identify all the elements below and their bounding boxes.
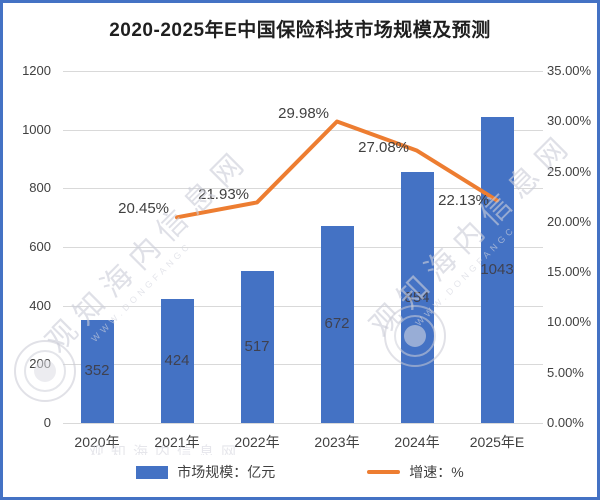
bar-value-label: 517 <box>244 338 270 356</box>
bar <box>160 298 194 423</box>
bar-value-label: 854 <box>404 288 430 306</box>
growth-rate-label: 21.93% <box>198 186 249 204</box>
x-axis-tick-label: 2022年 <box>234 434 280 450</box>
bar-swatch-icon <box>136 465 169 479</box>
y-axis-right-tick-label: 15.00% <box>547 264 592 280</box>
grid-line <box>63 305 543 307</box>
y-axis-right-tick-label: 5.00% <box>547 364 584 380</box>
grid-line <box>63 188 543 190</box>
growth-rate-label: 29.98% <box>278 105 329 123</box>
bar-value-label: 672 <box>324 315 350 333</box>
grid-line <box>63 129 543 131</box>
legend-market-label: 市场规模：亿元 <box>177 464 276 480</box>
y-axis-left-tick-label: 400 <box>29 297 51 313</box>
y-axis-left-tick-label: 1200 <box>22 63 51 78</box>
y-axis-right-tick-label: 30.00% <box>547 113 592 129</box>
y-axis-right-tick-label: 20.00% <box>547 213 592 229</box>
bar-value-label: 1043 <box>480 261 514 279</box>
y-axis-right-tick-label: 25.00% <box>547 163 592 179</box>
grid-line <box>63 71 543 72</box>
grid-line <box>63 423 543 424</box>
y-axis-left-tick-label: 0 <box>43 415 51 430</box>
line-swatch-icon <box>367 470 401 474</box>
grid-line <box>63 247 543 248</box>
y-axis-left-tick-label: 800 <box>29 180 51 196</box>
legend-item-market: 市场规模：亿元 <box>136 462 275 482</box>
bar <box>320 225 354 423</box>
y-axis-right-tick-label: 0.00% <box>547 415 584 430</box>
bar-value-label: 424 <box>164 351 190 369</box>
legend-growth-label: 增速：% <box>409 464 464 480</box>
y-axis-right-tick-label: 35.00% <box>547 63 592 78</box>
legend-item-growth: 增速：% <box>367 462 464 482</box>
growth-rate-label: 20.45% <box>118 200 169 218</box>
bar-value-label: 352 <box>84 362 110 380</box>
grid-line <box>63 364 543 366</box>
y-axis-right-tick-label: 10.00% <box>547 314 592 330</box>
x-axis-tick-label: 2020年 <box>74 434 120 450</box>
x-axis-tick-label: 2025年E <box>469 434 525 450</box>
growth-rate-label: 27.08% <box>358 138 409 156</box>
y-axis-left-tick-label: 1000 <box>22 121 51 137</box>
y-axis-left-tick-label: 600 <box>29 239 51 254</box>
x-axis-tick-label: 2023年 <box>314 434 360 450</box>
bar <box>80 319 114 423</box>
bar <box>240 271 274 423</box>
growth-rate-label: 22.13% <box>438 192 489 210</box>
x-axis-tick-label: 2021年 <box>154 434 200 450</box>
chart-title: 2020-2025年E中国保险科技市场规模及预测 <box>109 20 491 41</box>
y-axis-left-tick-label: 200 <box>29 356 51 372</box>
legend: 市场规模：亿元 增速：% <box>3 462 597 482</box>
x-axis-tick-label: 2024年 <box>394 434 440 450</box>
